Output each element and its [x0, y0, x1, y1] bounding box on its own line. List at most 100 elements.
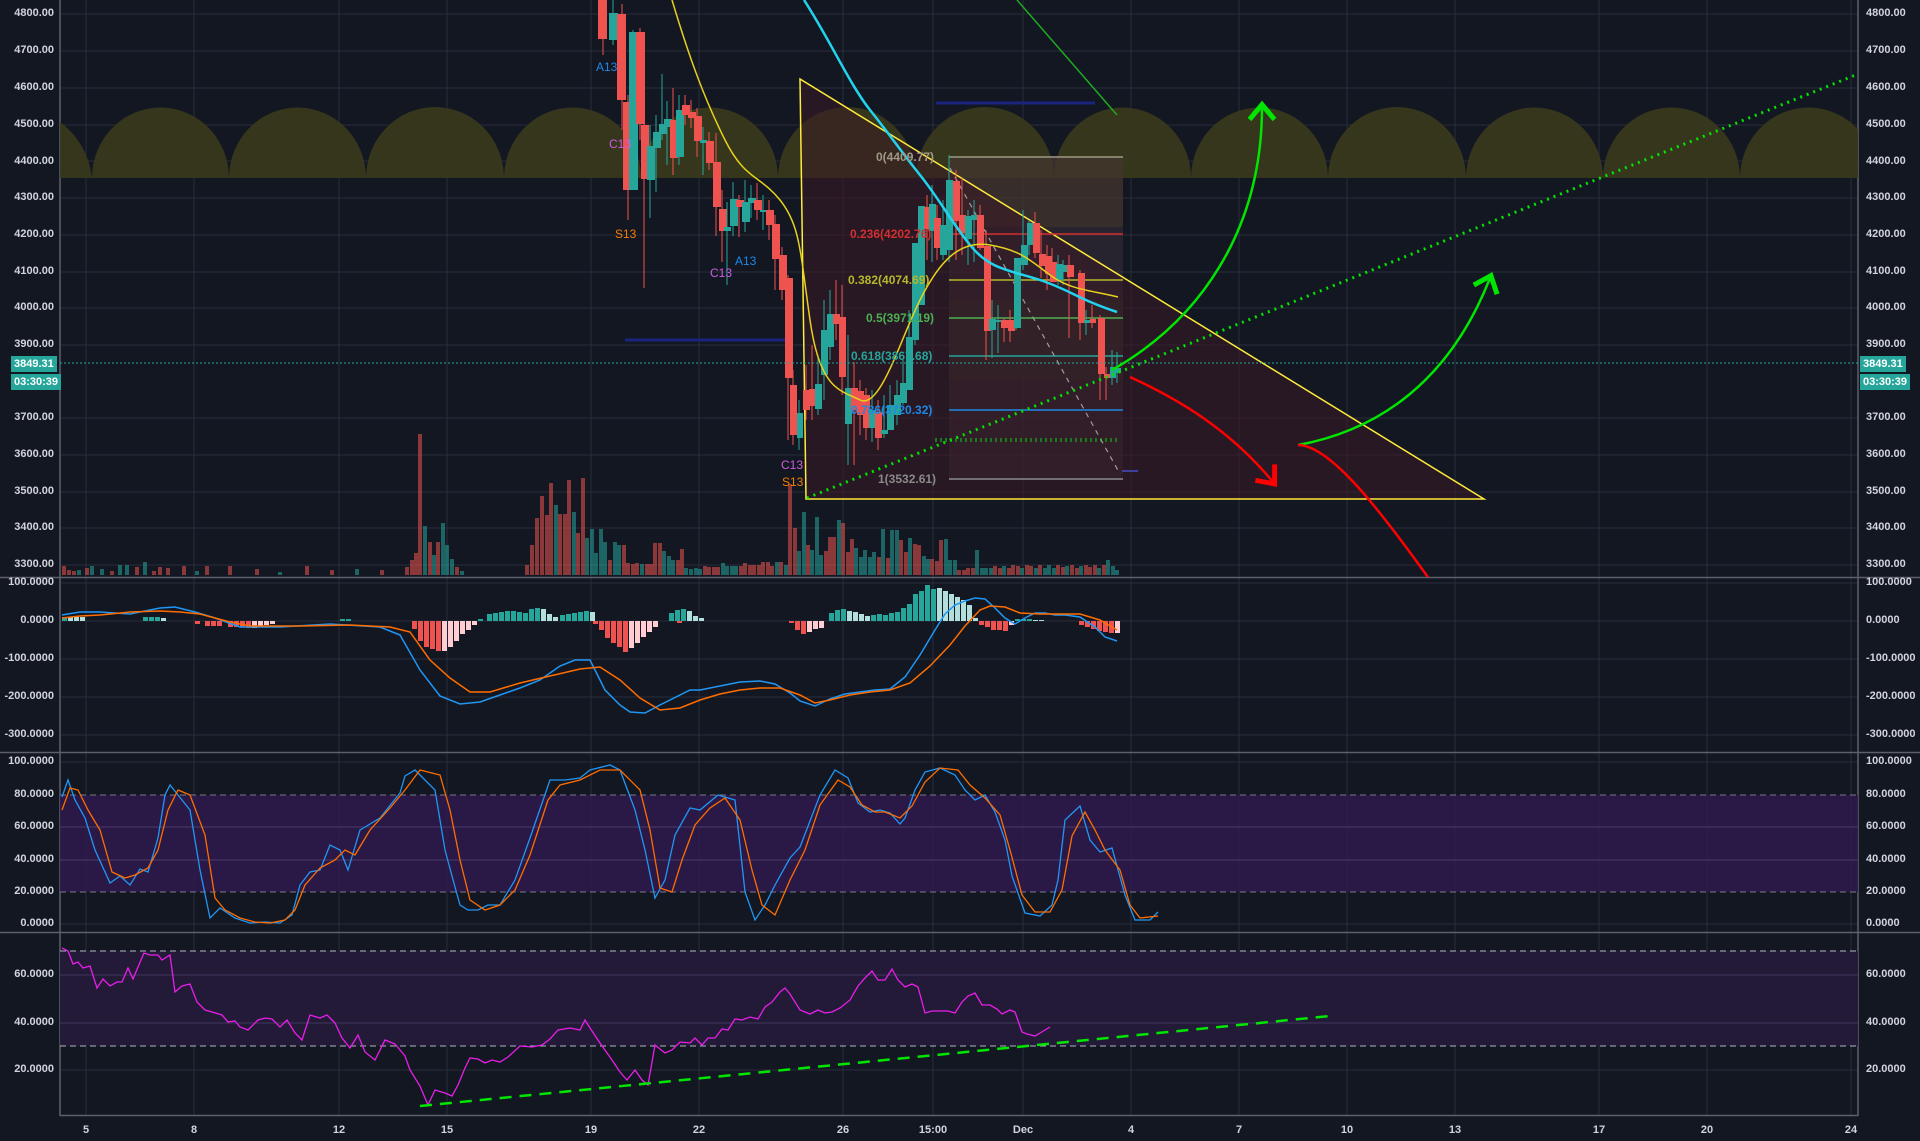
- stoch-tick: 100.0000: [8, 755, 54, 767]
- price-tick: 3300.00: [14, 558, 54, 570]
- rsi-trendline: [419, 1014, 1331, 1108]
- price-tick: 4100.00: [1866, 265, 1906, 277]
- price-tick: 4200.00: [14, 228, 54, 240]
- bullish-arrow-1: [1111, 100, 1277, 372]
- td-label-c13: C13: [609, 137, 632, 151]
- countdown-tag-right: 03:30:39: [1860, 374, 1911, 390]
- price-tick: 4800.00: [14, 7, 54, 19]
- bearish-arrow-1: [1129, 375, 1278, 487]
- price-tick: 4300.00: [14, 191, 54, 203]
- td-label-c13: C13: [781, 458, 804, 472]
- rsi-tick: 40.0000: [1866, 1016, 1906, 1028]
- fib-label-0382: 0.382(4074.69): [848, 273, 930, 287]
- price-tick: 4800.00: [1866, 7, 1906, 19]
- macd-tick: -100.0000: [4, 652, 54, 664]
- price-tick: 4500.00: [1866, 118, 1906, 130]
- price-tick: 4600.00: [1866, 81, 1906, 93]
- rsi-line: [61, 947, 1051, 1107]
- macd-tick: 100.0000: [1866, 576, 1912, 588]
- macd-tick: 0.0000: [20, 614, 54, 626]
- time-tick: 15: [440, 1124, 454, 1136]
- rsi-tick: 60.0000: [1866, 968, 1906, 980]
- stoch-tick: 40.0000: [14, 853, 54, 865]
- triangle-pattern: [799, 77, 1487, 500]
- td-label-a13: A13: [735, 254, 757, 268]
- macd-histogram: [62, 585, 1120, 652]
- bullish-arrow-2: [1297, 272, 1500, 447]
- stoch-tick: 40.0000: [1866, 853, 1906, 865]
- stoch-tick: 0.0000: [1866, 917, 1900, 929]
- fib-label-05: 0.5(3971.19): [866, 311, 935, 325]
- price-tick: 4400.00: [1866, 155, 1906, 167]
- time-tick: 15:00: [918, 1124, 948, 1136]
- price-tick: 3900.00: [14, 338, 54, 350]
- price-tick: 4700.00: [14, 44, 54, 56]
- countdown-tag-left: 03:30:39: [11, 374, 62, 390]
- stoch-tick: 60.0000: [14, 820, 54, 832]
- ma-yellow: [671, 0, 1119, 402]
- rsi-tick: 60.0000: [14, 968, 54, 980]
- stoch-tick: 60.0000: [1866, 820, 1906, 832]
- fib-label-0618: 0.618(3867.68): [851, 349, 933, 363]
- fib-label-0236: 0.236(4202.76): [850, 227, 932, 241]
- macd-tick: -300.0000: [4, 728, 54, 740]
- price-tick: 4700.00: [1866, 44, 1906, 56]
- macd-tick: -300.0000: [1866, 728, 1916, 740]
- rsi-band: [60, 951, 1858, 1046]
- signal-line: [61, 605, 1118, 711]
- stoch-band: [60, 795, 1858, 892]
- macd-pane: [61, 585, 1120, 714]
- time-tick: 22: [692, 1124, 706, 1136]
- price-tick: 3700.00: [1866, 411, 1906, 423]
- volume-bars: [62, 434, 1119, 575]
- price-tick: 3900.00: [1866, 338, 1906, 350]
- price-tick: 4300.00: [1866, 191, 1906, 203]
- fib-label-0786: 0.786(3720.32): [851, 403, 933, 417]
- fib-label-1: 1(3532.61): [878, 472, 937, 486]
- stoch-tick: 80.0000: [1866, 788, 1906, 800]
- stoch-tick: 20.0000: [1866, 885, 1906, 897]
- price-tick: 3400.00: [14, 521, 54, 533]
- fib-lines: [949, 156, 1123, 480]
- rsi-tick: 20.0000: [14, 1063, 54, 1075]
- price-tick: 4000.00: [14, 301, 54, 313]
- price-tick: 3700.00: [14, 411, 54, 423]
- time-tick: 19: [584, 1124, 598, 1136]
- macd-tick: -100.0000: [1866, 652, 1916, 664]
- price-tick: 3600.00: [1866, 448, 1906, 460]
- fib-label-0: 0(4409.77): [876, 150, 935, 164]
- td-label-s13: S13: [782, 475, 804, 489]
- price-tick: 4000.00: [1866, 301, 1906, 313]
- time-tick: 26: [836, 1124, 850, 1136]
- macd-tick: 100.0000: [8, 576, 54, 588]
- price-tick: 4600.00: [14, 81, 54, 93]
- stoch-k: [61, 764, 1159, 924]
- stoch-tick: 20.0000: [14, 885, 54, 897]
- time-tick: 7: [1235, 1124, 1243, 1136]
- stoch-d: [61, 767, 1159, 924]
- candles: [598, 0, 1121, 465]
- price-tick: 3500.00: [1866, 485, 1906, 497]
- rsi-tick: 20.0000: [1866, 1063, 1906, 1075]
- time-tick: 13: [1448, 1124, 1462, 1136]
- price-tick: 3600.00: [14, 448, 54, 460]
- price-tick: 4200.00: [1866, 228, 1906, 240]
- stoch-tick: 80.0000: [14, 788, 54, 800]
- ma-cyan: [802, 0, 1118, 314]
- td-label-s13: S13: [615, 227, 637, 241]
- price-tick: 3400.00: [1866, 521, 1906, 533]
- macd-tick: -200.0000: [4, 690, 54, 702]
- rsi-pane: [60, 947, 1858, 1108]
- time-tick: Dec: [1012, 1124, 1034, 1136]
- time-tick: 24: [1844, 1124, 1858, 1136]
- last-price-tag-left: 3849.31: [11, 356, 57, 372]
- time-tick: 20: [1700, 1124, 1714, 1136]
- macd-tick: -200.0000: [1866, 690, 1916, 702]
- time-tick: 12: [332, 1124, 346, 1136]
- time-tick: 8: [190, 1124, 198, 1136]
- time-tick: 5: [82, 1124, 90, 1136]
- price-tick: 4100.00: [14, 265, 54, 277]
- td-label-c13: C13: [710, 266, 733, 280]
- price-tick: 4400.00: [14, 155, 54, 167]
